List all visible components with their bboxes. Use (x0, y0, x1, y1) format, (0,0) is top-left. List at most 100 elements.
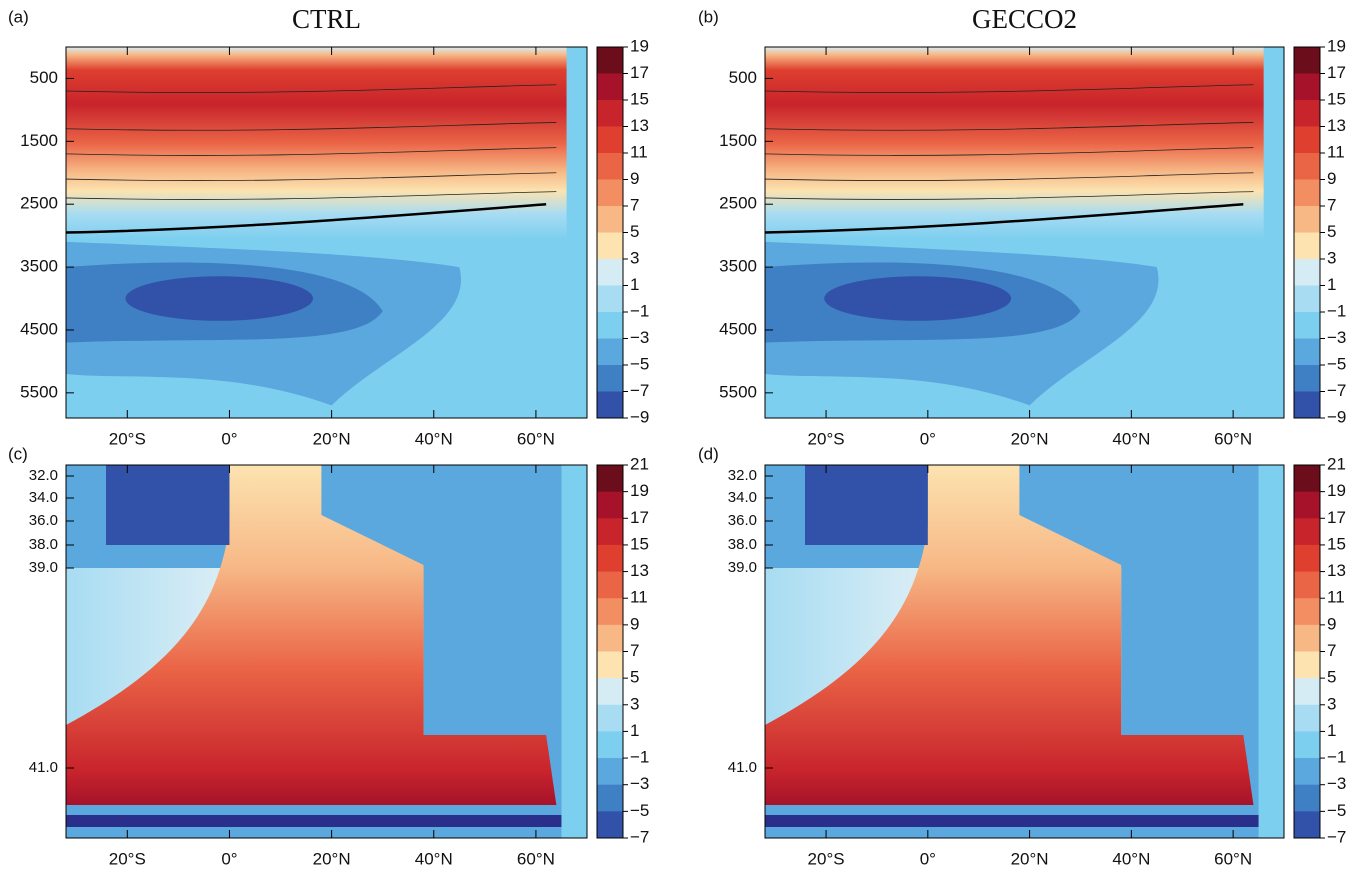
contour-line (66, 84, 557, 93)
x-tick-label: 0° (920, 429, 936, 448)
colorbar-level (1294, 126, 1320, 154)
field (765, 47, 1284, 418)
colorbar-tick-label: 19 (1327, 36, 1346, 55)
contour-line (765, 147, 1254, 156)
y-tick-label: 3500 (20, 257, 58, 276)
colorbar-tick-label: −1 (630, 301, 649, 320)
colorbar-level (1294, 678, 1320, 706)
plot-frame (764, 46, 1285, 419)
colorbar-level (597, 731, 623, 759)
colorbar-level (1294, 259, 1320, 286)
colorbar-tick-label: 3 (630, 248, 639, 267)
x-tick-label: 20°N (1011, 849, 1049, 868)
colorbar-level (1294, 73, 1320, 101)
colorbar-tick-label: 7 (630, 641, 639, 660)
field (66, 47, 587, 418)
colorbar-tick-label: 7 (1327, 195, 1336, 214)
colorbar-level (1294, 47, 1320, 74)
colorbar-level (597, 365, 623, 392)
colorbar-tick-label: −9 (630, 407, 649, 426)
colorbar-tick-label: −7 (1327, 381, 1346, 400)
field (66, 465, 587, 838)
colorbar-tick-label: 9 (630, 614, 639, 633)
colorbar-tick-label: 11 (630, 142, 648, 161)
colorbar-level (1294, 179, 1320, 207)
x-tick-label: 60°N (1214, 849, 1252, 868)
field-east-edge (1258, 465, 1284, 838)
colorbar-tick-label: 1 (1327, 275, 1336, 294)
colorbar-tick-label: −5 (630, 354, 649, 373)
colorbar-tick-label: 7 (630, 195, 639, 214)
panel-title: CTRL (292, 4, 361, 34)
x-tick-label: 40°N (1112, 849, 1150, 868)
x-tick-label: 40°N (415, 849, 453, 868)
colorbar-tick-label: 1 (630, 721, 639, 740)
field-cold-min (125, 276, 314, 321)
colorbar-level (597, 598, 623, 626)
colorbar-level (597, 285, 623, 313)
colorbar-tick-label: 13 (1327, 116, 1346, 135)
field-warm (765, 47, 1264, 239)
y-tick-label: 32.0 (728, 467, 757, 484)
x-tick-label: 60°N (517, 429, 555, 448)
colorbar-tick-label: 5 (1327, 222, 1336, 241)
colorbar-level (597, 47, 623, 74)
x-tick-label: 40°N (1112, 429, 1150, 448)
x-tick-label: 40°N (415, 429, 453, 448)
colorbar-level (597, 391, 623, 419)
x-tick-label: 20°N (1011, 429, 1049, 448)
colorbar-level (597, 811, 623, 839)
colorbar-level (597, 338, 623, 366)
colorbar-tick-label: −7 (630, 381, 649, 400)
panel: (a) CTRL 20°S 0° 20°N 40°N 60°N 500 1500 2500 3500… (8, 4, 649, 448)
field-cold-block (106, 465, 230, 545)
colorbar-tick-label: 5 (1327, 668, 1336, 687)
x-tick-label: 20°N (313, 849, 351, 868)
colorbar-tick-label: −5 (630, 801, 649, 820)
colorbar-level (597, 100, 623, 127)
colorbar-level (1294, 518, 1320, 546)
colorbar-tick-label: 3 (630, 694, 639, 713)
colorbar-level (1294, 312, 1320, 339)
y-tick-label: 36.0 (728, 512, 757, 529)
colorbar-tick-label: −1 (1327, 301, 1346, 320)
panel-title: GECCO2 (972, 4, 1077, 34)
colorbar-level (597, 491, 623, 519)
field-cold-min (824, 276, 1012, 321)
panel: (c) 20°S 0° 20°N 40°N 60°N 32.0 34.0 36.0 38.0 39.… (8, 444, 649, 868)
field-east-edge (561, 465, 587, 838)
colorbar-tick-label: 1 (1327, 721, 1336, 740)
colorbar-level (597, 465, 623, 493)
colorbar-level (597, 651, 623, 679)
colorbar-level (597, 153, 623, 180)
x-tick-label: 60°N (1214, 429, 1252, 448)
y-tick-label: 41.0 (29, 759, 58, 776)
colorbar-level (597, 784, 623, 812)
colorbar-tick-label: −3 (1327, 328, 1346, 347)
colorbar-level (597, 312, 623, 339)
field-warm (66, 47, 567, 239)
contour-line (765, 191, 1254, 200)
colorbar-tick-label: −7 (1327, 827, 1346, 846)
colorbar-tick-label: 15 (630, 534, 649, 553)
colorbar-level (1294, 206, 1320, 233)
colorbar-level (1294, 100, 1320, 127)
colorbar-level (1294, 758, 1320, 786)
x-tick-label: 0° (221, 849, 237, 868)
y-tick-label: 3500 (719, 257, 757, 276)
contour-line (765, 122, 1254, 131)
colorbar-level (1294, 544, 1320, 573)
x-tick-label: 0° (221, 429, 237, 448)
colorbar-tick-label: 11 (1327, 588, 1345, 607)
colorbar-tick-label: 9 (1327, 614, 1336, 633)
colorbar-level (1294, 651, 1320, 679)
colorbar-level (597, 624, 623, 652)
colorbar-tick-label: 5 (630, 222, 639, 241)
colorbar-tick-label: 7 (1327, 641, 1336, 660)
colorbar-tick-label: 13 (630, 116, 649, 135)
colorbar-level (1294, 784, 1320, 812)
field-warm (765, 465, 1254, 805)
y-tick-label: 36.0 (29, 512, 58, 529)
colorbar-level (597, 179, 623, 207)
x-tick-label: 60°N (517, 849, 555, 868)
